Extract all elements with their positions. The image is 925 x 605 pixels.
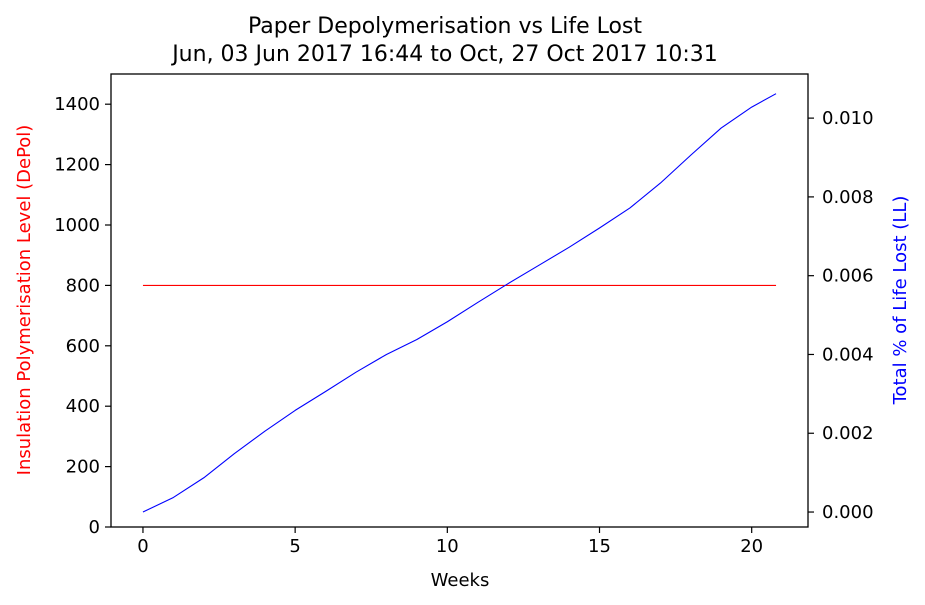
x-tick-label: 15 bbox=[588, 536, 611, 557]
left-y-tick-label: 800 bbox=[66, 275, 100, 296]
left-y-tick-label: 0 bbox=[89, 517, 100, 538]
x-tick-label: 10 bbox=[436, 536, 459, 557]
left-y-axis-ticks: 0 200 400 600 800 1000 1200 1400 bbox=[54, 94, 111, 538]
x-axis-label: Weeks bbox=[431, 570, 490, 591]
right-y-axis-label: Total % of Life Lost (LL) bbox=[890, 196, 911, 406]
chart-title-line-1: Paper Depolymerisation vs Life Lost bbox=[248, 14, 642, 39]
right-y-axis-ticks: 0.000 0.002 0.004 0.006 0.008 0.010 bbox=[808, 108, 874, 523]
series-layer bbox=[142, 93, 777, 513]
plot-frame bbox=[110, 73, 809, 528]
left-y-tick-label: 400 bbox=[66, 396, 100, 417]
right-y-tick-label: 0.004 bbox=[822, 344, 874, 365]
right-y-tick-label: 0.002 bbox=[822, 423, 874, 444]
right-y-tick-label: 0.008 bbox=[822, 187, 874, 208]
left-y-tick-label: 600 bbox=[66, 336, 100, 357]
life-lost-series-line bbox=[142, 93, 777, 513]
chart-title: Paper Depolymerisation vs Life Lost Jun,… bbox=[170, 14, 718, 67]
left-y-tick-label: 1200 bbox=[54, 155, 100, 176]
x-tick-label: 0 bbox=[137, 536, 148, 557]
left-y-tick-label: 1000 bbox=[54, 215, 100, 236]
right-y-tick-label: 0.010 bbox=[822, 108, 874, 129]
right-y-tick-label: 0.006 bbox=[822, 266, 874, 287]
left-y-tick-label: 200 bbox=[66, 457, 100, 478]
x-axis-ticks: 0 5 10 15 20 bbox=[137, 527, 763, 557]
left-y-tick-label: 1400 bbox=[54, 94, 100, 115]
x-tick-label: 20 bbox=[740, 536, 763, 557]
x-tick-label: 5 bbox=[289, 536, 300, 557]
left-y-axis-label: Insulation Polymerisation Level (DePol) bbox=[14, 125, 35, 476]
right-y-tick-label: 0.000 bbox=[822, 502, 874, 523]
chart-title-line-2: Jun, 03 Jun 2017 16:44 to Oct, 27 Oct 20… bbox=[170, 42, 718, 67]
